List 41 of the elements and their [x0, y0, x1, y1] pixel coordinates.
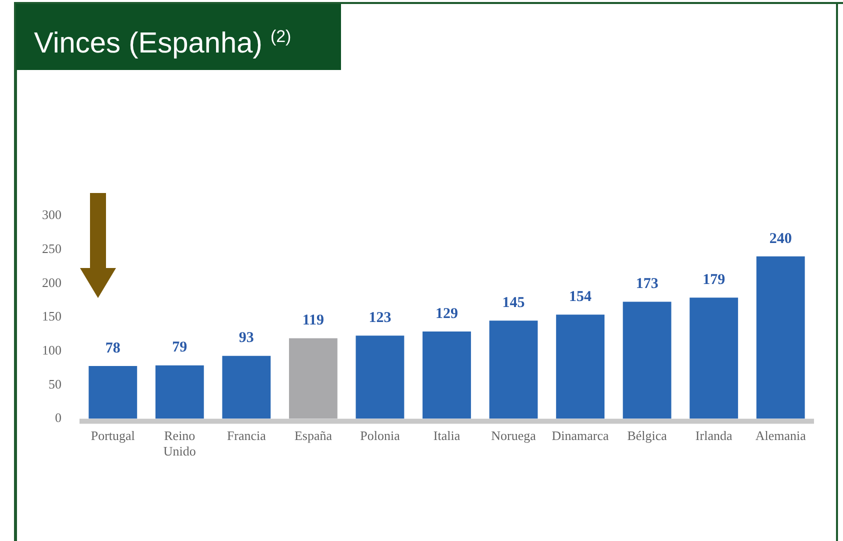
bar	[422, 332, 471, 419]
bar	[222, 356, 271, 419]
bar	[690, 298, 738, 419]
x-tick-label: Alemania	[755, 428, 806, 444]
x-tick-label: España	[294, 428, 332, 444]
x-tick-label: Francia	[226, 428, 266, 444]
y-tick-label: 300	[42, 207, 62, 222]
x-tick-label: Reino Unido	[163, 428, 196, 459]
y-tick-label: 250	[42, 241, 62, 256]
data-label: 173	[636, 276, 658, 292]
x-tick-label: Polonia	[360, 428, 400, 444]
bar	[356, 336, 404, 419]
data-label: 179	[702, 272, 726, 288]
x-tick-label: Bélgica	[627, 428, 668, 444]
data-label: 78	[105, 340, 120, 356]
data-label: 79	[172, 340, 188, 356]
bar	[489, 320, 538, 419]
chart-title: Vinces (Espanha) $^{(2)}$	[16, 4, 341, 70]
data-label: 119	[302, 312, 324, 329]
data-label: 154	[569, 288, 592, 305]
data-label: 240	[769, 230, 792, 247]
x-tick-label: Noruega	[491, 428, 536, 444]
data-label: 145	[502, 295, 525, 312]
bar	[155, 365, 204, 419]
y-tick-label: 50	[48, 376, 62, 392]
y-tick-label: 0	[55, 410, 62, 426]
bar	[756, 256, 805, 419]
y-tick-label: 150	[42, 308, 62, 324]
x-tick-label: Italia	[433, 428, 460, 444]
data-label: 93	[238, 330, 254, 346]
bar	[288, 338, 338, 419]
x-tick-label: Portugal	[90, 428, 136, 444]
y-tick-label: 100	[42, 342, 62, 358]
x-tick-label: Dinamarca	[552, 428, 610, 444]
data-label: 129	[436, 306, 458, 322]
x-tick-label: Irlanda	[695, 428, 732, 444]
bar	[622, 302, 672, 419]
bar	[556, 314, 605, 419]
data-label: 123	[368, 310, 392, 326]
bar	[88, 366, 138, 419]
y-tick-label: 200	[42, 274, 62, 290]
